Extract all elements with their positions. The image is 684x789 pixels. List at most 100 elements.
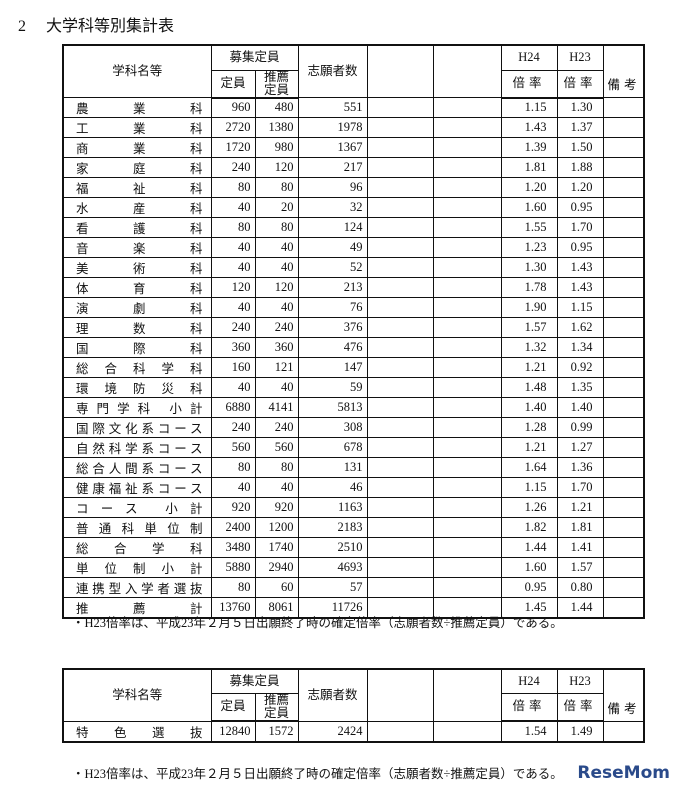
row-label: 商業科 xyxy=(62,137,212,158)
number-cell: 920 xyxy=(254,497,299,518)
ratio-cell: 1.27 xyxy=(556,437,604,458)
number-cell: 52 xyxy=(297,257,368,278)
ratio-cell: 1.49 xyxy=(556,720,604,742)
empty-cell xyxy=(432,720,502,742)
ratio-cell: 1.20 xyxy=(556,177,604,198)
table-row: 総合人間系コース 80 80 131 1.64 1.36 xyxy=(62,457,645,478)
number-cell: 2510 xyxy=(297,537,368,558)
table-row: 推薦計 13760 8061 11726 1.45 1.44 xyxy=(62,597,645,619)
empty-cell xyxy=(366,44,434,98)
number-cell: 551 xyxy=(297,97,368,118)
ratio-cell: 0.92 xyxy=(556,357,604,378)
empty-cell xyxy=(602,720,645,742)
ratio-cell: 1.78 xyxy=(500,277,558,298)
empty-cell xyxy=(366,397,434,418)
ratio-cell: 0.99 xyxy=(556,417,604,438)
ratio-cell: 1.88 xyxy=(556,157,604,178)
empty-cell xyxy=(602,597,645,619)
number-cell: 2183 xyxy=(297,517,368,538)
empty-cell xyxy=(602,217,645,238)
empty-cell xyxy=(602,417,645,438)
ratio-cell: 1.44 xyxy=(500,537,558,558)
row-label: 看護科 xyxy=(62,217,212,238)
empty-cell xyxy=(366,257,434,278)
number-cell: 678 xyxy=(297,437,368,458)
empty-cell xyxy=(366,377,434,398)
row-label: 総合人間系コース xyxy=(62,457,212,478)
row-label: 音楽科 xyxy=(62,237,212,258)
empty-cell xyxy=(366,477,434,498)
row-label: コース 小計 xyxy=(62,497,212,518)
header-row: 学科名等 募集定員 志願者数 H24 H23 備考 xyxy=(62,44,645,98)
number-cell: 120 xyxy=(254,157,299,178)
ratio-cell: 1.30 xyxy=(500,257,558,278)
empty-cell xyxy=(602,277,645,298)
ratio-cell: 1.21 xyxy=(500,437,558,458)
number-cell: 5813 xyxy=(297,397,368,418)
number-cell: 980 xyxy=(254,137,299,158)
header-cell: 定員 xyxy=(210,69,256,99)
row-label: 単位制小計 xyxy=(62,557,212,578)
ratio-cell: 1.32 xyxy=(500,337,558,358)
empty-cell xyxy=(602,317,645,338)
ratio-cell: 1.48 xyxy=(500,377,558,398)
header-cell: 推薦定員 xyxy=(254,69,299,99)
empty-cell xyxy=(366,177,434,198)
ratio-cell: 1.21 xyxy=(556,497,604,518)
empty-cell xyxy=(432,337,502,358)
ratio-cell: 1.43 xyxy=(556,257,604,278)
row-label: 演劇科 xyxy=(62,297,212,318)
row-label: 健康福祉系コース xyxy=(62,477,212,498)
empty-cell xyxy=(432,197,502,218)
empty-cell xyxy=(602,577,645,598)
empty-cell xyxy=(366,277,434,298)
number-cell: 40 xyxy=(254,477,299,498)
empty-cell xyxy=(432,377,502,398)
empty-cell xyxy=(432,497,502,518)
empty-cell xyxy=(432,477,502,498)
number-cell: 240 xyxy=(210,417,256,438)
number-cell: 376 xyxy=(297,317,368,338)
empty-cell xyxy=(366,437,434,458)
table-row: 普通科単位制 2400 1200 2183 1.82 1.81 xyxy=(62,517,645,538)
number-cell: 49 xyxy=(297,237,368,258)
number-cell: 2940 xyxy=(254,557,299,578)
header-cell: H24 xyxy=(500,44,558,71)
data-table: 学科名等 募集定員 志願者数 H24 H23 備考 定員 推薦定員 倍率 倍率 農業科 960 480 5… xyxy=(62,44,646,619)
empty-cell xyxy=(366,317,434,338)
table-row: 環境防災科 40 40 59 1.48 1.35 xyxy=(62,377,645,398)
empty-cell xyxy=(366,237,434,258)
ratio-cell: 1.60 xyxy=(500,197,558,218)
ratio-cell: 1.39 xyxy=(500,137,558,158)
ratio-cell: 1.41 xyxy=(556,537,604,558)
row-label: 理数科 xyxy=(62,317,212,338)
table-row: 総合科学科 160 121 147 1.21 0.92 xyxy=(62,357,645,378)
empty-cell xyxy=(432,177,502,198)
empty-cell xyxy=(432,577,502,598)
empty-cell xyxy=(366,337,434,358)
table-row: 理数科 240 240 376 1.57 1.62 xyxy=(62,317,645,338)
empty-cell xyxy=(602,117,645,138)
header-cell: 倍率 xyxy=(500,692,558,722)
number-cell: 40 xyxy=(210,477,256,498)
ratio-cell: 1.20 xyxy=(500,177,558,198)
empty-cell xyxy=(602,397,645,418)
empty-cell xyxy=(366,557,434,578)
empty-cell xyxy=(366,577,434,598)
number-cell: 40 xyxy=(254,377,299,398)
header-cell: 募集定員 xyxy=(210,668,299,694)
number-cell: 2400 xyxy=(210,517,256,538)
table-row: 自然科学系コース 560 560 678 1.21 1.27 xyxy=(62,437,645,458)
empty-cell xyxy=(602,477,645,498)
table-row: 看護科 80 80 124 1.55 1.70 xyxy=(62,217,645,238)
ratio-cell: 1.15 xyxy=(556,297,604,318)
header-cell: 備考 xyxy=(602,668,645,722)
number-cell: 32 xyxy=(297,197,368,218)
header-cell: 備考 xyxy=(602,44,645,98)
number-cell: 1572 xyxy=(254,720,299,742)
empty-cell xyxy=(602,357,645,378)
ratio-cell: 1.28 xyxy=(500,417,558,438)
number-cell: 120 xyxy=(210,277,256,298)
number-cell: 40 xyxy=(210,237,256,258)
table-row: コース 小計 920 920 1163 1.26 1.21 xyxy=(62,497,645,518)
